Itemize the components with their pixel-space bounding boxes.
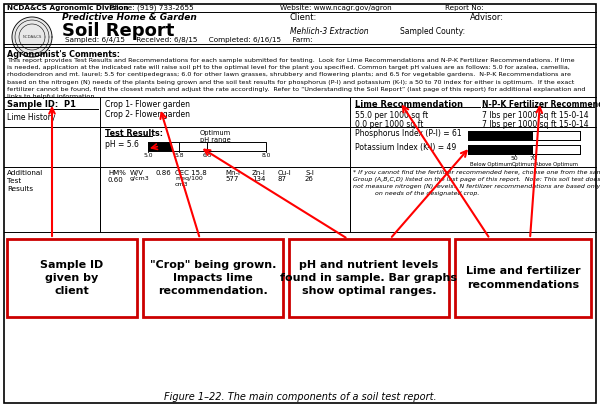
Bar — [143, 239, 283, 317]
Bar — [468, 131, 580, 140]
Bar — [533, 145, 580, 154]
Text: pH = 5.6: pH = 5.6 — [105, 140, 139, 149]
Text: 134: 134 — [252, 176, 265, 182]
Text: Crop 1- Flower garden: Crop 1- Flower garden — [105, 100, 190, 109]
Text: Lime and fertilizer
recommendations: Lime and fertilizer recommendations — [466, 267, 580, 290]
Text: 7 lbs per 1000 sq ft 15-0-14: 7 lbs per 1000 sq ft 15-0-14 — [482, 111, 589, 120]
Text: Sampled County:: Sampled County: — [400, 26, 465, 35]
Text: N-P-K Fertilizer Recommendations*: N-P-K Fertilizer Recommendations* — [482, 100, 600, 109]
Text: cm3: cm3 — [175, 182, 188, 187]
Text: 0.86: 0.86 — [155, 170, 171, 176]
Text: Predictive Home & Garden: Predictive Home & Garden — [62, 13, 197, 22]
Text: Advisor:: Advisor: — [470, 13, 504, 22]
Bar — [7, 239, 137, 317]
Text: Optimum
pH range: Optimum pH range — [199, 130, 230, 143]
Text: Mn-I: Mn-I — [225, 170, 240, 176]
Bar — [179, 142, 207, 151]
Text: 0.0 per 1000 sq ft: 0.0 per 1000 sq ft — [355, 120, 424, 129]
Text: meq/100: meq/100 — [175, 176, 203, 181]
Text: Lime Recommendation: Lime Recommendation — [355, 100, 463, 109]
Text: Lime History: Lime History — [7, 113, 55, 122]
Bar — [468, 145, 580, 154]
Text: Website: www.ncagr.gov/agron: Website: www.ncagr.gov/agron — [280, 5, 392, 11]
Text: Phone: (919) 733-2655: Phone: (919) 733-2655 — [110, 5, 194, 11]
Text: Cu-I: Cu-I — [278, 170, 292, 176]
Text: Zn-I: Zn-I — [252, 170, 266, 176]
Text: 8.0: 8.0 — [262, 153, 271, 158]
Text: g/cm3: g/cm3 — [130, 176, 150, 181]
Text: This report provides Test Results and Recommendations for each sample submitted : This report provides Test Results and Re… — [7, 58, 586, 99]
Text: 7 lbs per 1000 sq ft 15-0-14: 7 lbs per 1000 sq ft 15-0-14 — [482, 120, 589, 129]
Text: Agronomist's Comments:: Agronomist's Comments: — [7, 50, 120, 59]
Text: pH and nutrient levels
found in sample. Bar graphs
show optimal ranges.: pH and nutrient levels found in sample. … — [281, 260, 458, 296]
Bar — [468, 131, 580, 140]
Text: Figure 1–22. The main components of a soil test report.: Figure 1–22. The main components of a so… — [164, 392, 436, 402]
Text: Additional
Test
Results: Additional Test Results — [7, 170, 43, 192]
Text: Sampled: 6/4/15     Received: 6/8/15     Completed: 6/16/15     Farm:: Sampled: 6/4/15 Received: 6/8/15 Complet… — [65, 37, 313, 43]
Text: NCDA&CS Agronomic Division: NCDA&CS Agronomic Division — [7, 5, 128, 11]
Text: 6.5: 6.5 — [202, 153, 212, 158]
Text: HM%: HM% — [108, 170, 126, 176]
Text: Potassium Index (K-I) = 49: Potassium Index (K-I) = 49 — [355, 143, 456, 152]
Text: 5.8: 5.8 — [175, 153, 184, 158]
Text: Below Optimum: Below Optimum — [470, 162, 512, 167]
Text: 26: 26 — [305, 176, 314, 182]
Text: Phosphorus Index (P-I) = 61: Phosphorus Index (P-I) = 61 — [355, 129, 461, 138]
Polygon shape — [12, 17, 52, 57]
Text: Client:: Client: — [290, 13, 317, 22]
Bar — [148, 142, 266, 151]
Bar — [455, 239, 591, 317]
Text: 55.0 per 1000 sq ft: 55.0 per 1000 sq ft — [355, 111, 428, 120]
Bar — [289, 239, 449, 317]
Text: W/V: W/V — [130, 170, 144, 176]
Text: Soil Report: Soil Report — [62, 22, 175, 40]
Text: 0.60: 0.60 — [108, 177, 124, 183]
Text: NCDA&CS: NCDA&CS — [22, 35, 41, 39]
Text: "Crop" being grown.
Impacts lime
recommendation.: "Crop" being grown. Impacts lime recomme… — [150, 260, 276, 296]
Text: S-I: S-I — [305, 170, 314, 176]
Text: Sample ID:  P1: Sample ID: P1 — [7, 100, 76, 109]
Bar — [468, 145, 580, 154]
Text: * If you cannot find the fertilizer recommended here, choose one from the same
G: * If you cannot find the fertilizer reco… — [353, 170, 600, 196]
Text: Above Optimum: Above Optimum — [535, 162, 578, 167]
Text: Mehlich-3 Extraction: Mehlich-3 Extraction — [290, 26, 368, 35]
Text: Sample ID
given by
client: Sample ID given by client — [40, 260, 104, 296]
Text: 577: 577 — [225, 176, 238, 182]
Text: 50: 50 — [511, 156, 518, 161]
Text: 5.0: 5.0 — [143, 153, 153, 158]
Text: Test Results:: Test Results: — [105, 129, 163, 138]
Text: 70: 70 — [530, 156, 537, 161]
Text: 87: 87 — [278, 176, 287, 182]
Text: Report No:: Report No: — [445, 5, 484, 11]
Text: CEC 15.8: CEC 15.8 — [175, 170, 207, 176]
Bar — [148, 142, 172, 151]
Bar — [533, 131, 580, 140]
Text: Crop 2- Flower garden: Crop 2- Flower garden — [105, 110, 190, 119]
Text: Optimum: Optimum — [512, 162, 536, 167]
